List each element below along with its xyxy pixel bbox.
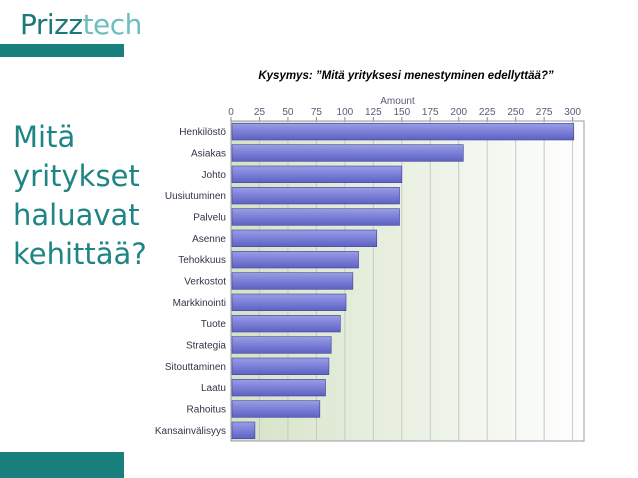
x-tick-label: 50 (282, 107, 294, 118)
bar (231, 272, 354, 290)
category-label: Asiakas (191, 149, 226, 160)
bar (231, 315, 341, 333)
category-label: Laatu (201, 383, 226, 394)
category-label: Asenne (192, 234, 226, 245)
category-label: Markkinointi (173, 298, 226, 309)
x-tick-label: 300 (564, 107, 581, 118)
bar (231, 208, 400, 226)
category-label: Tehokkuus (178, 255, 226, 266)
category-label: Rahoitus (187, 405, 226, 416)
x-tick-label: 275 (536, 107, 553, 118)
bar (231, 400, 321, 418)
x-tick-label: 125 (365, 107, 382, 118)
category-label: Sitouttaminen (165, 362, 226, 373)
logo-part2: tech (82, 8, 143, 41)
bar (231, 229, 378, 247)
category-label: Uusiutuminen (165, 191, 226, 202)
x-tick-label: 150 (393, 107, 410, 118)
x-tick-label: 175 (422, 107, 439, 118)
category-label: Palvelu (193, 213, 226, 224)
category-label: Strategia (186, 341, 226, 352)
bar (231, 144, 464, 162)
bar (231, 123, 575, 141)
x-tick-label: 25 (254, 107, 266, 118)
logo-part1: Prizz (20, 8, 83, 41)
category-label: Kansainvälisyys (155, 426, 226, 437)
x-tick-label: 200 (450, 107, 467, 118)
accent-bar-top (0, 44, 124, 57)
bar (231, 187, 400, 205)
bar (231, 251, 359, 269)
category-label: Tuote (201, 319, 227, 330)
x-tick-label: 75 (311, 107, 323, 118)
x-tick-label: 250 (507, 107, 524, 118)
bar (231, 336, 332, 354)
category-label: Henkilöstö (179, 127, 226, 138)
x-axis-label: Amount (380, 96, 415, 107)
side-title: Mitä yritykset haluavat kehittää? (13, 120, 147, 271)
category-label: Verkostot (184, 277, 226, 288)
chart-title: Kysymys: ”Mitä yrityksesi menestyminen e… (258, 70, 554, 82)
x-tick-label: 0 (228, 107, 234, 118)
x-tick-label: 100 (337, 107, 354, 118)
bar (231, 379, 326, 397)
logo: Prizztech (20, 8, 142, 42)
x-tick-label: 225 (479, 107, 496, 118)
bar (231, 293, 347, 311)
category-label: Johto (202, 170, 227, 181)
bar (231, 357, 330, 375)
accent-bar-bottom (0, 452, 124, 478)
bar (231, 165, 403, 183)
bar (231, 421, 256, 439)
